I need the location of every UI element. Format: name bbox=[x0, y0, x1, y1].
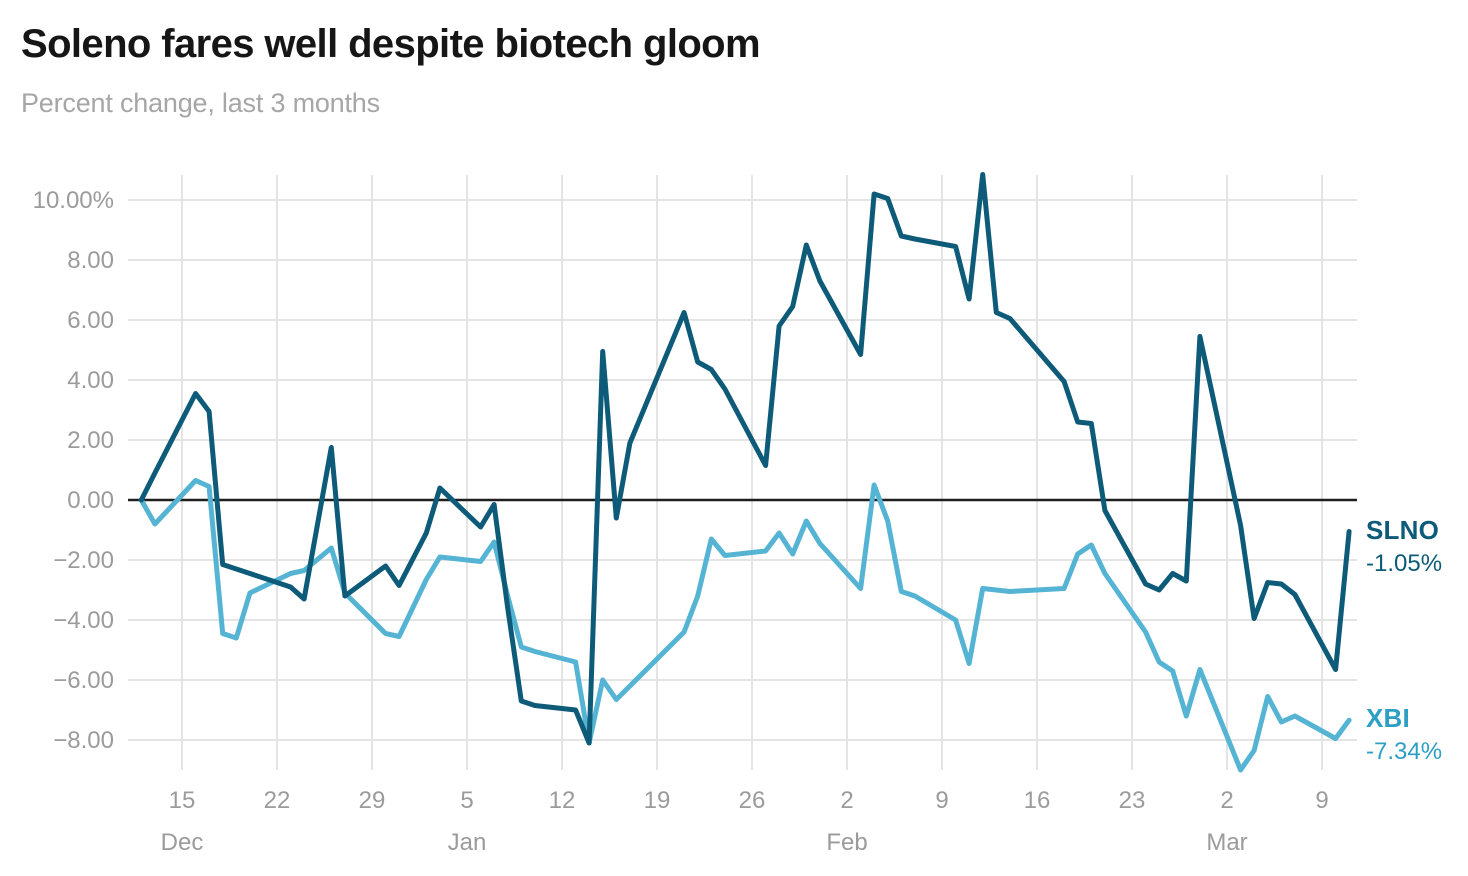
y-tick-label: −2.00 bbox=[53, 547, 114, 574]
x-tick-label: 2 bbox=[840, 787, 853, 814]
y-axis-labels: 10.00% 8.00 6.00 4.00 2.00 0.00 −2.00 −4.00 −6.0… bbox=[33, 187, 114, 754]
y-tick-label: 6.00 bbox=[67, 307, 114, 334]
x-axis-labels: 15 Dec 22 29 5 Jan 12 19 26 2 Feb 9 16 23 2 Mar 9 bbox=[161, 787, 1329, 856]
y-tick-label: −6.00 bbox=[53, 667, 114, 694]
x-tick-label: 22 bbox=[264, 787, 291, 814]
x-tick-label: 15 bbox=[169, 787, 196, 814]
x-tick-label: 12 bbox=[549, 787, 576, 814]
slno-line bbox=[138, 172, 1352, 746]
x-tick-label: 9 bbox=[1315, 787, 1328, 814]
y-tick-label: 0.00 bbox=[67, 487, 114, 514]
y-tick-label: 4.00 bbox=[67, 367, 114, 394]
slno-end-value: -1.05% bbox=[1366, 550, 1443, 577]
y-tick-label: 8.00 bbox=[67, 247, 114, 274]
page-title: Soleno fares well despite biotech gloom bbox=[21, 22, 761, 66]
x-tick-label: 23 bbox=[1119, 787, 1146, 814]
month-label: Feb bbox=[826, 829, 867, 856]
month-label: Jan bbox=[448, 829, 487, 856]
xbi-ticker-label: XBI bbox=[1366, 703, 1410, 733]
x-tick-label: 9 bbox=[935, 787, 948, 814]
x-tick-label: 2 bbox=[1220, 787, 1233, 814]
x-tick-label: 19 bbox=[644, 787, 671, 814]
x-tick-label: 29 bbox=[359, 787, 386, 814]
x-tick-label: 26 bbox=[739, 787, 766, 814]
xbi-end-label: XBI -7.34% bbox=[1366, 705, 1442, 764]
xbi-end-value: -7.34% bbox=[1366, 738, 1443, 765]
slno-end-label: SLNO -1.05% bbox=[1366, 517, 1442, 576]
xbi-line bbox=[138, 478, 1352, 773]
gridlines bbox=[128, 175, 1357, 770]
month-label: Dec bbox=[161, 829, 204, 856]
page-subtitle: Percent change, last 3 months bbox=[21, 88, 380, 118]
y-tick-label: −4.00 bbox=[53, 607, 114, 634]
slno-ticker-label: SLNO bbox=[1366, 515, 1440, 545]
month-label: Mar bbox=[1206, 829, 1247, 856]
y-tick-label: 10.00% bbox=[33, 187, 114, 214]
y-tick-label: 2.00 bbox=[67, 427, 114, 454]
x-tick-label: 16 bbox=[1024, 787, 1051, 814]
y-tick-label: −8.00 bbox=[53, 727, 114, 754]
x-tick-label: 5 bbox=[460, 787, 473, 814]
